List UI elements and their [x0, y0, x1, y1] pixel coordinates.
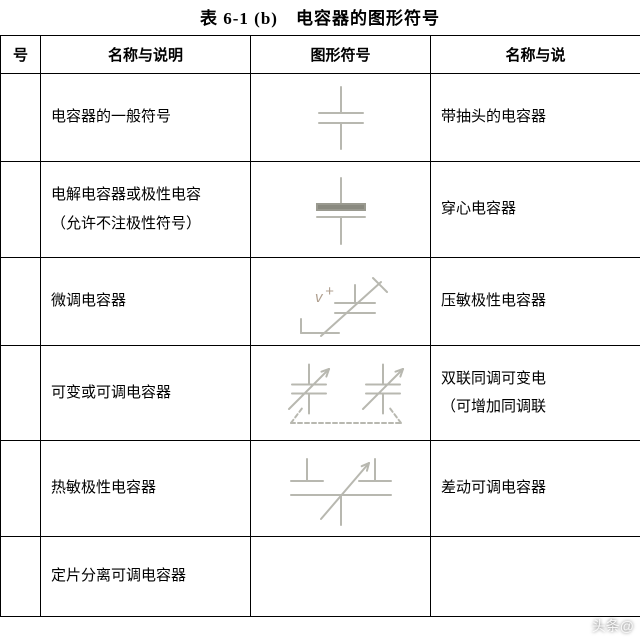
capacitor-symbol-table: 号 名称与说明 图形符号 名称与说 电容器的一般符号带抽头的电容器电解电容器或极…	[0, 35, 640, 617]
header-row: 号 名称与说明 图形符号 名称与说	[1, 36, 640, 74]
right-name-cell: 压敏极性电容器	[431, 258, 640, 346]
header-name: 名称与说明	[41, 36, 251, 74]
svg-text:v: v	[315, 289, 324, 306]
name-cell: 微调电容器	[41, 258, 251, 346]
symbol-cell	[251, 346, 431, 441]
symbol-cell	[251, 537, 431, 617]
name-cell: 电解电容器或极性电容（允许不注极性符号）	[41, 162, 251, 258]
seq-cell	[1, 162, 41, 258]
seq-cell	[1, 537, 41, 617]
right-name-cell: 差动可调电容器	[431, 441, 640, 537]
table-body: 电容器的一般符号 带抽头的电容器电解电容器或极性电容（允许不注极性符号） 穿心电容器…	[1, 74, 640, 617]
table-row: 电解电容器或极性电容（允许不注极性符号） 穿心电容器	[1, 162, 640, 258]
name-cell: 可变或可调电容器	[41, 346, 251, 441]
symbol-cell	[251, 74, 431, 162]
cap-polar-icon	[281, 170, 401, 250]
table-row: 热敏极性电容器 差动可调电容器	[1, 441, 640, 537]
name-cell: 热敏极性电容器	[41, 441, 251, 537]
seq-cell	[1, 74, 41, 162]
seq-cell	[1, 346, 41, 441]
table-title: 表 6-1 (b) 电容器的图形符号	[0, 0, 640, 35]
table-row: 电容器的一般符号 带抽头的电容器	[1, 74, 640, 162]
right-name-cell	[431, 537, 640, 617]
header-right: 名称与说	[431, 36, 640, 74]
watermark: 头条@	[592, 616, 634, 636]
right-name-cell: 双联同调可变电（可增加同调联	[431, 346, 640, 441]
table-row: 定片分离可调电容器	[1, 537, 640, 617]
cap-basic-icon	[281, 81, 401, 155]
cap-var-dual-icon	[257, 350, 433, 436]
header-symbol: 图形符号	[251, 36, 431, 74]
name-cell: 定片分离可调电容器	[41, 537, 251, 617]
header-seq: 号	[1, 36, 41, 74]
symbol-cell	[251, 162, 431, 258]
seq-cell	[1, 441, 41, 537]
cap-trim-icon: v+	[281, 265, 401, 339]
table-row: 微调电容器 v+ 压敏极性电容器	[1, 258, 640, 346]
symbol-cell	[251, 441, 431, 537]
right-name-cell: 穿心电容器	[431, 162, 640, 258]
cap-thermo-icon	[281, 446, 401, 532]
svg-text:+: +	[325, 283, 334, 300]
table-row: 可变或可调电容器 双联同调可变电（可增加同调联	[1, 346, 640, 441]
seq-cell	[1, 258, 41, 346]
name-cell: 电容器的一般符号	[41, 74, 251, 162]
symbol-cell: v+	[251, 258, 431, 346]
right-name-cell: 带抽头的电容器	[431, 74, 640, 162]
